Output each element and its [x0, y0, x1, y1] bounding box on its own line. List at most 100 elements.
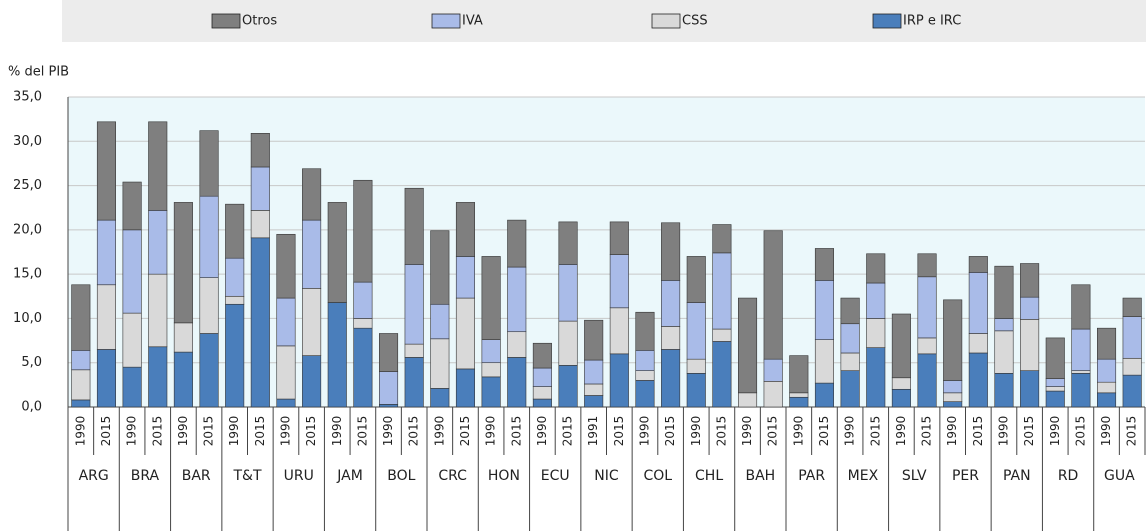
x-tick-label: 2015 — [817, 416, 831, 447]
y-tick-label: 5,0 — [21, 355, 42, 370]
bar-segment — [1122, 297, 1142, 317]
y-tick-label: 35,0 — [13, 90, 42, 105]
bar-segment — [302, 219, 322, 289]
bar-segment — [891, 377, 911, 390]
x-tick-label: 2015 — [766, 416, 780, 447]
x-tick-label: 2015 — [1125, 416, 1139, 447]
bar-segment — [1071, 328, 1091, 371]
x-tick-label: 1990 — [227, 416, 241, 447]
bar-segment — [455, 202, 475, 257]
bar-segment — [507, 357, 527, 408]
y-tick-label: 10,0 — [13, 311, 42, 326]
bar-segment — [789, 392, 809, 398]
x-tick-label: 1990 — [535, 416, 549, 447]
bar-segment — [225, 303, 245, 408]
bar-segment — [173, 202, 193, 324]
bar-segment — [1020, 296, 1040, 320]
bar-segment — [891, 313, 911, 379]
x-tick-label: 1990 — [278, 416, 292, 447]
group-label: CHL — [695, 468, 723, 484]
group-label: SLV — [902, 468, 927, 484]
bar-segment — [225, 203, 245, 259]
bar-segment — [558, 365, 578, 408]
bar-segment — [122, 312, 142, 368]
legend-label: IVA — [462, 14, 483, 29]
group-label: ARG — [79, 468, 109, 484]
x-tick-label: 2015 — [1022, 416, 1036, 447]
bar-segment — [712, 341, 732, 408]
bar-segment — [661, 222, 681, 281]
bar-segment — [353, 281, 373, 319]
bar-segment — [148, 346, 168, 408]
bar-segment — [840, 297, 860, 325]
bar-segment — [635, 380, 655, 408]
bar-segment — [635, 311, 655, 351]
bar-segment — [584, 359, 604, 385]
legend-label: IRP e IRC — [903, 14, 961, 29]
bar-segment — [327, 302, 347, 408]
group-label: MEX — [848, 468, 879, 484]
group-label: RD — [1058, 468, 1079, 484]
x-tick-label: 2015 — [971, 416, 985, 447]
bar-segment — [968, 256, 988, 273]
bar-segment — [609, 221, 629, 255]
x-tick-label: 2015 — [1073, 416, 1087, 447]
group-label: PER — [952, 468, 979, 484]
bar-segment — [148, 273, 168, 348]
y-tick-label: 15,0 — [13, 267, 42, 282]
y-tick-label: 30,0 — [13, 134, 42, 149]
bar-segment — [199, 195, 219, 278]
bar-segment — [584, 319, 604, 361]
bar-segment — [686, 256, 706, 303]
x-tick-label: 1990 — [432, 416, 446, 447]
bar-segment — [814, 339, 834, 384]
bar-segment — [712, 224, 732, 254]
bar-segment — [455, 368, 475, 408]
bar-segment — [225, 257, 245, 297]
group-label: HON — [488, 468, 520, 484]
group-label: BAR — [182, 468, 211, 484]
bar-segment — [71, 284, 91, 351]
x-tick-label: 1990 — [945, 416, 959, 447]
y-tick-label: 0,0 — [21, 400, 42, 415]
bar-segment — [738, 392, 758, 408]
bar-segment — [96, 121, 116, 221]
bar-segment — [994, 373, 1014, 408]
bar-segment — [1122, 316, 1142, 359]
x-tick-label: 1990 — [330, 416, 344, 447]
group-label: COL — [643, 468, 672, 484]
bar-segment — [840, 370, 860, 408]
bar-segment — [712, 328, 732, 342]
bar-segment — [917, 253, 937, 278]
bar-segment — [609, 254, 629, 309]
group-label: PAR — [798, 468, 825, 484]
bar-segment — [96, 284, 116, 350]
bar-segment — [430, 388, 450, 408]
bar-segment — [173, 351, 193, 408]
bar-segment — [994, 265, 1014, 319]
x-tick-label: 2015 — [407, 416, 421, 447]
bar-segment — [635, 350, 655, 371]
group-label: URU — [284, 468, 314, 484]
x-tick-label: 2015 — [509, 416, 523, 447]
x-tick-label: 1990 — [740, 416, 754, 447]
bar-segment — [302, 355, 322, 408]
bar-segment — [353, 327, 373, 408]
bar-segment — [866, 318, 886, 348]
bar-segment — [994, 330, 1014, 374]
legend-swatch — [211, 13, 241, 29]
bar-segment — [1020, 263, 1040, 298]
bar-segment — [276, 398, 296, 408]
bar-segment — [430, 338, 450, 389]
bar-segment — [840, 323, 860, 354]
bar-segment — [148, 210, 168, 275]
bar-segment — [1020, 370, 1040, 408]
bar-segment — [379, 371, 399, 405]
bar-segment — [866, 347, 886, 408]
bar-segment — [430, 230, 450, 305]
x-tick-label: 2015 — [714, 416, 728, 447]
bar-segment — [353, 318, 373, 329]
bar-segment — [404, 187, 424, 265]
x-tick-label: 1990 — [484, 416, 498, 447]
bar-segment — [404, 343, 424, 358]
